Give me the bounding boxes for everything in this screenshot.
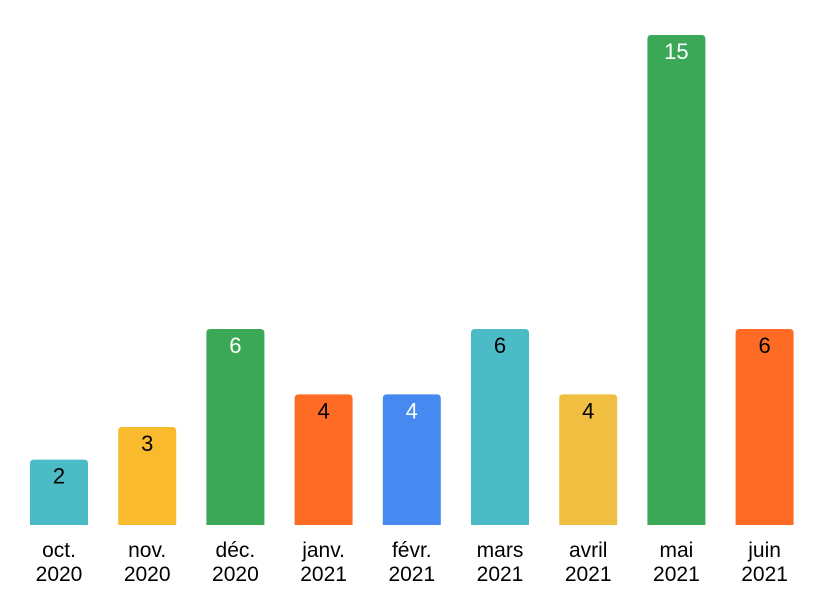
x-tick-label-5: mars 2021 [477,539,524,586]
x-tick-label-6: avril 2021 [565,539,612,586]
bars-group [30,35,794,525]
bar-0 [30,459,88,525]
data-label-0: 2 [53,464,65,489]
bar-8 [735,329,794,525]
bar-5 [471,329,529,525]
x-tick-label-8: juin 2021 [741,539,788,586]
data-label-1: 3 [141,431,153,456]
data-label-7: 15 [664,39,688,64]
data-label-6: 4 [582,398,594,423]
bar-2 [206,329,265,525]
data-label-3: 4 [317,398,329,423]
x-tick-label-1: nov. 2020 [124,539,171,586]
x-tick-label-2: déc. 2020 [212,539,259,586]
data-labels-group: 2 3 6 4 4 6 4 15 6 [53,39,771,489]
bar-6 [559,394,618,525]
x-tick-label-0: oct. 2020 [36,539,83,586]
data-label-2: 6 [229,333,241,358]
data-label-4: 4 [406,398,418,423]
x-axis-tick-labels: oct. 2020 nov. 2020 déc. 2020 janv. 2021 févr. 20… [36,539,788,586]
x-tick-label-4: févr. 2021 [388,539,435,586]
x-tick-label-3: janv. 2021 [300,539,347,586]
data-label-8: 6 [758,333,770,358]
bar-4 [382,394,441,525]
bar-3 [294,394,353,525]
x-tick-label-7: mai 2021 [653,539,700,586]
data-label-5: 6 [494,333,506,358]
bar-1 [118,427,177,525]
bar-7 [647,35,706,525]
